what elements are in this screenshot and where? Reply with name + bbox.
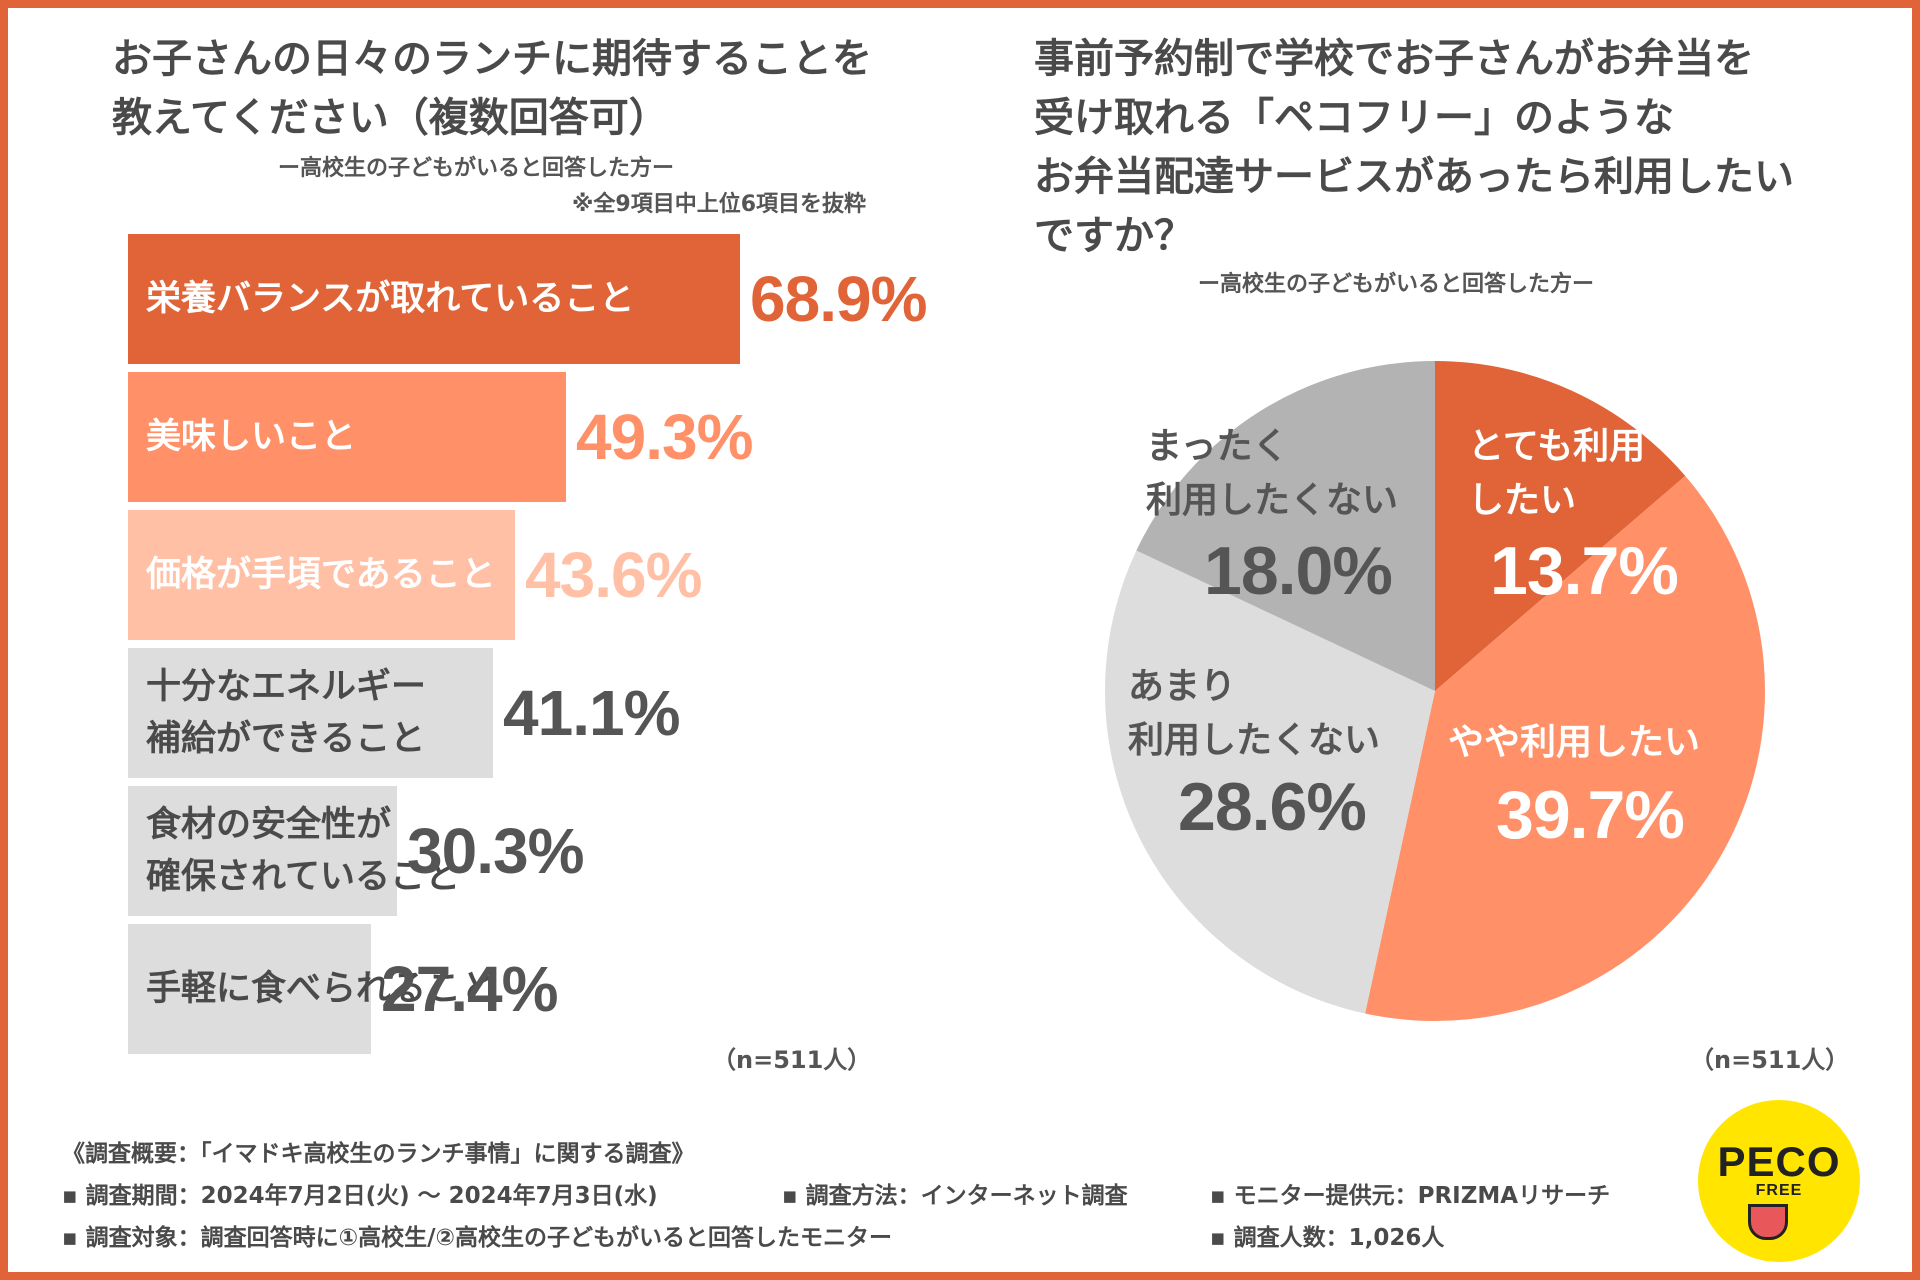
bar-row: 十分なエネルギー 補給ができること 41.1% [128,648,928,778]
bar-value-label: 41.1% [503,677,680,749]
survey-target: ▪ 調査対象：調査回答時に①高校生/②高校生の子どもがいると回答したモニター [62,1225,892,1251]
pie-slice-label: やや利用したい [1448,722,1701,763]
bar [128,234,740,364]
pie-slice-value: 13.7% [1490,533,1679,609]
bar-label: 手軽に食べられること [146,969,497,1009]
bar [128,648,493,778]
pie-chart [1104,361,1765,1021]
pie-slice-label: まったく 利用したくない [1146,426,1399,521]
bar-chart-subtitle: ー高校生の子どもがいると回答した方ー [278,156,675,181]
pie-slice-value: 39.7% [1496,777,1685,853]
bar-chart: 栄養バランスが取れていること 68.9% 美味しいこと 49.3% 価格が手頃であること… [128,234,948,1064]
survey-provider: ▪ モニター提供元：PRIZMAリサーチ [1210,1183,1611,1209]
bar-chart-sample-size: （n=511人） [712,1046,872,1074]
survey-period: ▪ 調査期間：2024年7月2日(火) ～ 2024年7月3日(水) [62,1183,658,1209]
survey-heading: 《調査概要：「イマドキ高校生のランチ事情」に関する調査》 [62,1141,695,1167]
bar-value-label: 43.6% [525,539,702,611]
bar-label: 美味しいこと [146,417,357,457]
bar-value-label: 68.9% [750,263,927,335]
bar-value-label: 30.3% [407,815,584,887]
pie-slice [1435,361,1686,691]
bar-chart-title-line-1: お子さんの日々のランチに期待することを [112,36,872,82]
bar [128,372,566,502]
bar-row: 栄養バランスが取れていること 68.9% [128,234,928,364]
bar-label: 十分なエネルギー 補給ができること [146,667,427,759]
bar-row: 食材の安全性が 確保されていること 30.3% [128,786,928,916]
logo-tongue-icon [1748,1204,1788,1240]
survey-count: ▪ 調査人数：1,026人 [1210,1225,1445,1251]
bar-label: 栄養バランスが取れていること [146,279,635,319]
bar-row: 価格が手頃であること 43.6% [128,510,928,640]
pie-slice [1365,475,1765,1021]
pie-chart-title-line-4: ですか？ [1034,213,1194,259]
pie-chart-sample-size: （n=511人） [1690,1046,1850,1074]
bar-label: 価格が手頃であること [146,555,496,595]
logo-text-peco: PECO [1717,1138,1841,1185]
bar [128,786,397,916]
pie-slice-label: あまり 利用したくない [1128,666,1381,761]
bar-chart-title-line-2: 教えてください（複数回答可） [112,95,669,141]
pie-chart-subtitle: ー高校生の子どもがいると回答した方ー [1198,272,1595,297]
bar [128,924,371,1054]
bar-row: 美味しいこと 49.3% [128,372,928,502]
pecofree-logo: PECO FREE [1698,1100,1860,1262]
pie-chart-title-line-1: 事前予約制で学校でお子さんがお弁当を [1034,36,1754,82]
bar-chart-note: ※全9項目中上位6項目を抜粋 [572,192,867,217]
logo-text-free: FREE [1755,1182,1803,1199]
bar-row: 手軽に食べられること 27.4% [128,924,928,1054]
pie-chart-title-line-2: 受け取れる「ペコフリー」のような [1034,95,1674,141]
pie-slice [1136,361,1435,691]
pie-chart-title-line-3: お弁当配達サービスがあったら利用したい [1034,154,1794,200]
pie-slice-label: とても利用 したい [1468,426,1646,521]
survey-method: ▪ 調査方法：インターネット調査 [782,1183,1128,1209]
pie-slice-value: 18.0% [1204,533,1393,609]
bar-value-label: 49.3% [576,401,753,473]
pie-slice-value: 28.6% [1178,769,1367,845]
bar-value-label: 27.4% [381,953,558,1025]
pie-slice [1104,550,1435,1014]
bar [128,510,515,640]
bar-label: 食材の安全性が 確保されていること [146,805,460,897]
